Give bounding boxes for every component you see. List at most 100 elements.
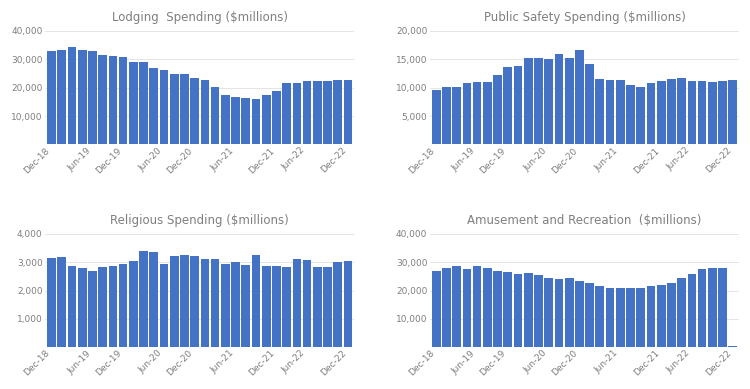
- Bar: [616, 80, 625, 144]
- Bar: [242, 265, 250, 347]
- Bar: [149, 68, 158, 144]
- Bar: [262, 95, 271, 144]
- Title: Public Safety Spending ($millions): Public Safety Spending ($millions): [484, 11, 686, 24]
- Bar: [170, 256, 178, 347]
- Bar: [596, 286, 604, 347]
- Bar: [432, 90, 440, 144]
- Bar: [646, 82, 656, 144]
- Bar: [221, 264, 230, 347]
- Bar: [129, 261, 138, 347]
- Bar: [483, 82, 492, 144]
- Bar: [698, 269, 706, 347]
- Bar: [606, 288, 614, 347]
- Bar: [129, 61, 138, 144]
- Bar: [323, 267, 332, 347]
- Bar: [58, 257, 66, 347]
- Bar: [494, 75, 502, 144]
- Bar: [452, 266, 461, 347]
- Bar: [606, 80, 614, 144]
- Bar: [728, 346, 737, 347]
- Title: Amusement and Recreation  ($millions): Amusement and Recreation ($millions): [467, 214, 702, 227]
- Bar: [47, 258, 56, 347]
- Bar: [292, 82, 302, 144]
- Bar: [118, 264, 128, 347]
- Bar: [646, 286, 656, 347]
- Bar: [160, 265, 168, 347]
- Bar: [514, 274, 523, 347]
- Bar: [313, 81, 322, 144]
- Bar: [657, 81, 665, 144]
- Bar: [524, 58, 532, 144]
- Bar: [98, 55, 107, 144]
- Bar: [47, 51, 56, 144]
- Bar: [575, 50, 584, 144]
- Bar: [452, 87, 461, 144]
- Bar: [180, 255, 189, 347]
- Bar: [432, 271, 440, 347]
- Bar: [677, 278, 686, 347]
- Bar: [544, 60, 553, 144]
- Bar: [565, 278, 574, 347]
- Bar: [190, 256, 199, 347]
- Bar: [190, 78, 199, 144]
- Bar: [637, 87, 645, 144]
- Bar: [68, 47, 76, 144]
- Bar: [677, 77, 686, 144]
- Bar: [272, 91, 280, 144]
- Bar: [575, 280, 584, 347]
- Bar: [160, 70, 168, 144]
- Bar: [503, 67, 512, 144]
- Bar: [698, 81, 706, 144]
- Bar: [524, 273, 532, 347]
- Bar: [344, 261, 352, 347]
- Bar: [303, 81, 311, 144]
- Bar: [472, 266, 482, 347]
- Bar: [252, 255, 260, 347]
- Bar: [483, 268, 492, 347]
- Bar: [88, 51, 97, 144]
- Bar: [78, 268, 86, 347]
- Bar: [118, 57, 128, 144]
- Bar: [708, 82, 717, 144]
- Bar: [242, 98, 250, 144]
- Bar: [282, 84, 291, 144]
- Bar: [657, 285, 665, 347]
- Bar: [554, 54, 563, 144]
- Bar: [292, 259, 302, 347]
- Bar: [170, 74, 178, 144]
- Bar: [585, 284, 594, 347]
- Bar: [109, 56, 117, 144]
- Bar: [313, 267, 322, 347]
- Bar: [88, 271, 97, 347]
- Bar: [98, 267, 107, 347]
- Bar: [140, 251, 148, 347]
- Bar: [180, 74, 189, 144]
- Bar: [211, 259, 220, 347]
- Bar: [231, 97, 240, 144]
- Bar: [534, 58, 543, 144]
- Bar: [58, 50, 66, 144]
- Bar: [323, 81, 332, 144]
- Bar: [463, 83, 471, 144]
- Bar: [231, 262, 240, 347]
- Bar: [554, 279, 563, 347]
- Bar: [626, 85, 634, 144]
- Bar: [200, 259, 209, 347]
- Bar: [637, 288, 645, 347]
- Bar: [78, 50, 86, 144]
- Bar: [200, 80, 209, 144]
- Bar: [68, 266, 76, 347]
- Bar: [544, 278, 553, 347]
- Bar: [688, 81, 696, 144]
- Bar: [667, 79, 676, 144]
- Bar: [463, 269, 471, 347]
- Bar: [565, 58, 574, 144]
- Bar: [211, 87, 220, 144]
- Bar: [472, 82, 482, 144]
- Bar: [344, 80, 352, 144]
- Bar: [514, 66, 523, 144]
- Bar: [616, 288, 625, 347]
- Bar: [334, 262, 342, 347]
- Bar: [494, 271, 502, 347]
- Bar: [688, 273, 696, 347]
